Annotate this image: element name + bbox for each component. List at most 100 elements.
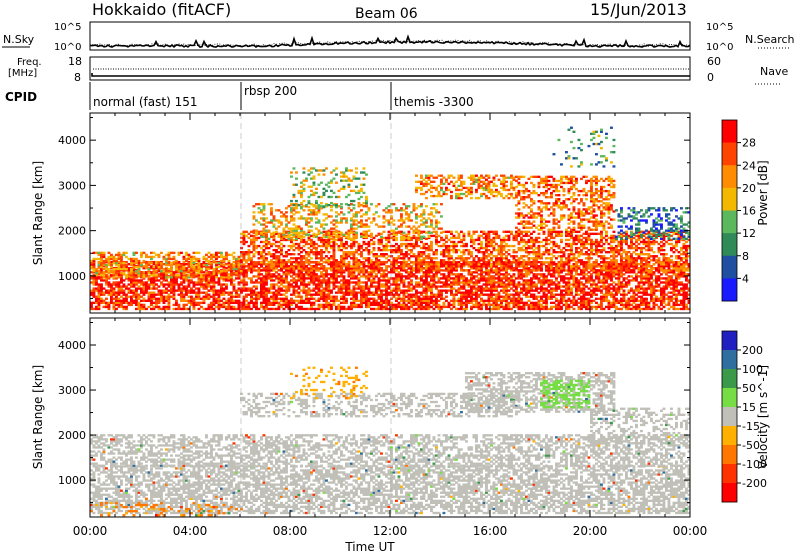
power-cell xyxy=(442,297,446,300)
power-cell xyxy=(90,303,93,307)
power-cell xyxy=(177,270,181,273)
power-cell xyxy=(170,289,173,292)
power-cell xyxy=(115,299,118,302)
power-cell xyxy=(322,238,326,242)
power-cell xyxy=(212,291,216,294)
power-cell xyxy=(610,287,613,290)
power-cell xyxy=(167,261,171,265)
power-cell xyxy=(627,303,631,307)
power-cell xyxy=(567,299,571,302)
power-cell xyxy=(320,289,323,292)
power-cell xyxy=(535,283,538,286)
power-cell xyxy=(362,281,366,284)
power-cell xyxy=(305,291,308,294)
power-cell xyxy=(417,299,421,302)
power-cell xyxy=(247,301,251,305)
power-cell xyxy=(372,303,376,307)
power-cell xyxy=(92,257,96,261)
power-cell xyxy=(125,305,128,309)
power-cell xyxy=(482,260,486,264)
power-cell xyxy=(425,287,428,290)
power-cell xyxy=(340,285,343,288)
power-cell xyxy=(140,287,143,290)
power-cell xyxy=(617,299,621,302)
power-cell xyxy=(117,299,121,302)
power-cell xyxy=(195,273,198,276)
power-cell xyxy=(667,307,671,311)
power-cell xyxy=(375,299,378,302)
power-cell xyxy=(157,261,161,265)
power-cell xyxy=(107,259,111,263)
power-cell xyxy=(350,277,353,280)
power-cell xyxy=(95,267,98,271)
power-cell xyxy=(557,303,561,307)
power-cell xyxy=(210,263,213,267)
power-cell xyxy=(297,285,301,288)
power-cell xyxy=(232,267,236,271)
power-cell xyxy=(440,293,443,296)
power-cell xyxy=(327,281,331,284)
power-cell xyxy=(267,240,271,244)
power-cell xyxy=(265,295,268,298)
power-cell xyxy=(222,259,226,263)
power-cell xyxy=(322,257,326,260)
power-cell xyxy=(672,305,676,309)
power-cell xyxy=(190,255,193,259)
power-cell xyxy=(167,271,171,274)
power-cell xyxy=(312,293,316,296)
power-cell xyxy=(625,277,628,280)
power-cell xyxy=(665,279,668,282)
power-cell xyxy=(622,305,626,309)
power-cell xyxy=(582,303,586,307)
power-cell xyxy=(232,251,236,255)
power-cell xyxy=(272,234,276,238)
power-cell xyxy=(460,301,463,305)
power-cell xyxy=(680,307,683,311)
power-cell xyxy=(112,255,116,259)
power-cell xyxy=(260,263,263,266)
power-cell xyxy=(442,285,446,288)
power-cell xyxy=(145,289,148,292)
power-cell xyxy=(132,279,136,282)
power-cell xyxy=(185,276,188,279)
power-cell xyxy=(622,279,626,282)
power-cell xyxy=(370,303,373,307)
power-cell xyxy=(352,269,356,272)
power-cell xyxy=(535,285,538,288)
power-cell xyxy=(647,303,651,307)
power-cell xyxy=(310,269,313,272)
power-cell xyxy=(117,273,121,276)
power-cell xyxy=(517,285,521,288)
power-cell xyxy=(282,277,286,280)
power-cell xyxy=(282,301,286,305)
power-cell xyxy=(165,267,168,271)
date-title: 15/Jun/2013 xyxy=(590,0,687,19)
power-cell xyxy=(602,273,606,276)
power-cell xyxy=(545,289,548,292)
power-cell xyxy=(565,285,568,288)
power-cell xyxy=(645,297,648,300)
power-cell xyxy=(417,285,421,288)
power-cell xyxy=(267,307,271,311)
power-cell xyxy=(327,240,331,244)
power-cell xyxy=(242,271,246,274)
power-cell xyxy=(645,307,648,311)
power-cell xyxy=(480,291,483,294)
power-cell xyxy=(422,301,426,305)
power-cell xyxy=(520,299,523,302)
power-cell xyxy=(242,232,246,236)
power-cell xyxy=(432,265,436,268)
power-cell xyxy=(145,261,148,265)
power-cell xyxy=(287,281,291,284)
power-cell xyxy=(215,293,218,296)
power-cell xyxy=(465,289,468,292)
power-cell xyxy=(535,305,538,309)
power-cell xyxy=(485,293,488,296)
power-cell xyxy=(405,263,408,266)
power-cell xyxy=(667,301,671,305)
power-cell xyxy=(157,293,161,296)
power-cell xyxy=(240,263,243,267)
power-cell xyxy=(130,289,133,292)
power-cell xyxy=(290,267,293,270)
power-cell xyxy=(582,293,586,296)
